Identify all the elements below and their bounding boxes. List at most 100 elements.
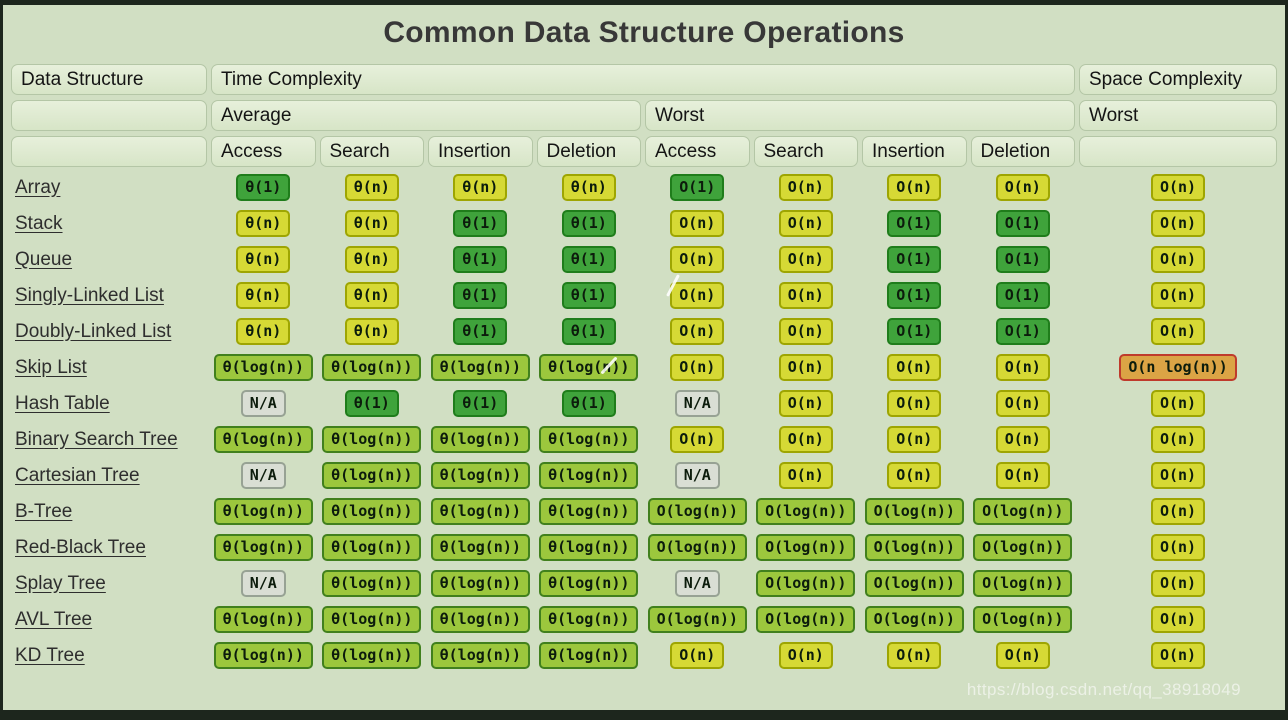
data-structure-link-array[interactable]: Array [15, 176, 61, 198]
complexity-badge-yellow: O(n) [778, 282, 833, 309]
complexity-cell: θ(log(n)) [537, 568, 642, 599]
header-worst-access: Access [645, 136, 750, 167]
complexity-badge-yellow: O(n) [1150, 570, 1206, 597]
data-structure-link-b-tree[interactable]: B-Tree [15, 500, 73, 522]
data-structure-link-stack[interactable]: Stack [15, 212, 63, 234]
complexity-cell: O(log(n)) [862, 568, 967, 599]
complexity-badge-gray: N/A [674, 462, 720, 489]
data-structure-link-avl-tree[interactable]: AVL Tree [15, 608, 93, 630]
data-structure-link-skip-list[interactable]: Skip List [15, 356, 87, 378]
complexity-badge-green: O(1) [670, 174, 725, 201]
complexity-cell: O(log(n)) [754, 496, 859, 527]
complexity-cell: θ(1) [211, 172, 316, 203]
complexity-cell: O(n) [1079, 316, 1277, 347]
complexity-cell: O(log(n)) [645, 604, 750, 635]
complexity-badge-yellowgreen: O(log(n)) [973, 606, 1073, 633]
data-structure-link-queue[interactable]: Queue [15, 248, 73, 270]
row-label-splay-tree: Splay Tree [11, 568, 207, 599]
complexity-cell: θ(n) [320, 316, 425, 347]
header-worst-insertion: Insertion [862, 136, 967, 167]
complexity-cell: θ(log(n)) [320, 640, 425, 671]
complexity-cell: O(n) [971, 460, 1076, 491]
complexity-cell: θ(log(n)) [428, 352, 533, 383]
complexity-badge-yellowgreen: O(log(n)) [756, 534, 856, 561]
complexity-cell: O(n) [1079, 172, 1277, 203]
complexity-badge-yellow: θ(n) [344, 174, 399, 201]
header-space-complexity: Space Complexity [1079, 64, 1277, 95]
header-spacer-1 [11, 100, 207, 131]
complexity-cell: O(log(n)) [862, 496, 967, 527]
complexity-badge-yellowgreen: θ(log(n)) [430, 354, 530, 381]
complexity-badge-yellow: O(n) [670, 426, 725, 453]
complexity-cell: O(n) [1079, 568, 1277, 599]
complexity-badge-yellow: O(n) [887, 426, 942, 453]
row-label-doubly-linked-list: Doubly-Linked List [11, 316, 207, 347]
complexity-cell: θ(n) [320, 208, 425, 239]
complexity-cell: θ(log(n)) [537, 640, 642, 671]
header-worst-space: Worst [1079, 100, 1277, 131]
complexity-cell: O(1) [862, 280, 967, 311]
complexity-badge-yellow: θ(n) [236, 318, 291, 345]
data-structure-link-cartesian-tree[interactable]: Cartesian Tree [15, 464, 140, 486]
complexity-badge-yellowgreen: O(log(n)) [864, 534, 964, 561]
complexity-badge-yellow: θ(n) [344, 210, 399, 237]
complexity-cell: O(n) [1079, 388, 1277, 419]
complexity-cell: θ(n) [537, 172, 642, 203]
complexity-badge-yellow: O(n) [778, 390, 833, 417]
complexity-cell: θ(log(n)) [537, 352, 642, 383]
complexity-cell: O(log(n)) [971, 568, 1076, 599]
data-structure-link-singly-linked-list[interactable]: Singly-Linked List [15, 284, 164, 306]
complexity-cell: θ(1) [537, 316, 642, 347]
data-structure-link-binary-search-tree[interactable]: Binary Search Tree [15, 428, 178, 450]
complexity-cell: O(n) [754, 352, 859, 383]
complexity-badge-yellowgreen: θ(log(n)) [539, 606, 639, 633]
row-label-avl-tree: AVL Tree [11, 604, 207, 635]
complexity-cell: O(n) [1079, 424, 1277, 455]
complexity-badge-yellow: O(n) [1150, 174, 1206, 201]
header-average-insertion: Insertion [428, 136, 533, 167]
complexity-badge-orange: O(n log(n)) [1119, 354, 1237, 381]
complexity-cell: O(n) [1079, 280, 1277, 311]
complexity-cell: θ(log(n)) [211, 496, 316, 527]
complexity-badge-green: O(1) [995, 246, 1050, 273]
complexity-table: Data Structure Time Complexity Space Com… [3, 64, 1285, 671]
complexity-cell: O(n) [754, 640, 859, 671]
header-average-deletion: Deletion [536, 136, 641, 167]
complexity-badge-green: θ(1) [561, 390, 616, 417]
row-label-singly-linked-list: Singly-Linked List [11, 280, 207, 311]
complexity-cell: θ(1) [428, 280, 533, 311]
complexity-cell: O(n) [862, 460, 967, 491]
complexity-cell: θ(n) [211, 316, 316, 347]
complexity-cell: O(n) [754, 388, 859, 419]
data-structure-link-doubly-linked-list[interactable]: Doubly-Linked List [15, 320, 172, 342]
complexity-cell: O(n) [645, 316, 750, 347]
complexity-cell: O(log(n)) [862, 532, 967, 563]
complexity-cell: O(n) [862, 352, 967, 383]
complexity-badge-yellow: O(n) [778, 462, 833, 489]
data-structure-link-red-black-tree[interactable]: Red-Black Tree [15, 536, 146, 558]
complexity-cell: θ(n) [211, 244, 316, 275]
data-structure-link-splay-tree[interactable]: Splay Tree [15, 572, 106, 594]
complexity-cell: θ(log(n)) [320, 604, 425, 635]
complexity-badge-yellowgreen: θ(log(n)) [539, 534, 639, 561]
complexity-badge-yellowgreen: θ(log(n)) [539, 498, 639, 525]
data-structure-link-kd-tree[interactable]: KD Tree [15, 644, 85, 666]
complexity-cell: θ(1) [537, 244, 642, 275]
complexity-cell: N/A [211, 568, 316, 599]
complexity-badge-yellowgreen: O(log(n)) [864, 606, 964, 633]
complexity-badge-gray: N/A [240, 570, 286, 597]
data-structure-link-hash-table[interactable]: Hash Table [15, 392, 110, 414]
complexity-badge-yellow: θ(n) [344, 318, 399, 345]
complexity-badge-green: O(1) [887, 246, 942, 273]
header-spacer-2 [11, 136, 207, 167]
complexity-cell: O(n) [862, 640, 967, 671]
header-worst-deletion: Deletion [970, 136, 1075, 167]
complexity-badge-gray: N/A [240, 390, 286, 417]
complexity-cell: θ(log(n)) [320, 460, 425, 491]
complexity-badge-yellow: O(n) [778, 354, 833, 381]
complexity-cell: N/A [645, 460, 750, 491]
watermark: https://blog.csdn.net/qq_38918049 [966, 680, 1241, 699]
complexity-badge-yellow: O(n) [995, 462, 1050, 489]
complexity-cell: O(1) [971, 244, 1076, 275]
complexity-badge-yellow: O(n) [1150, 246, 1206, 273]
